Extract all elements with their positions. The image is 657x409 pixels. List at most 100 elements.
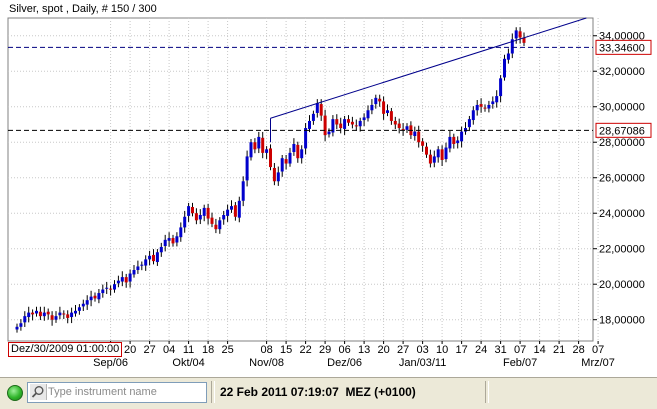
candle-body — [311, 113, 315, 121]
candle-body — [237, 200, 241, 218]
candle-body — [452, 136, 456, 145]
candle-body — [54, 316, 58, 320]
candle-body — [245, 156, 249, 181]
candle-body — [491, 101, 495, 105]
x-tick-label: 27 — [143, 344, 155, 356]
candle-body — [272, 167, 276, 182]
x-period-label: Mrz/07 — [581, 357, 615, 369]
candle-body — [296, 144, 300, 159]
candle-body — [23, 316, 27, 323]
trendline — [270, 17, 587, 119]
x-tick-label: 28 — [572, 344, 584, 356]
candle-body — [124, 277, 128, 283]
y-axis: 18,00000 20,00000 22,00000 24,00000 26,00000… — [593, 31, 645, 327]
candle-body — [113, 284, 116, 290]
candle-body — [140, 264, 144, 266]
candle-body — [210, 217, 214, 224]
candle-body — [327, 131, 331, 135]
search-icon[interactable] — [30, 384, 47, 400]
candle-body — [132, 270, 136, 275]
candle-body — [214, 224, 218, 230]
candlestick-chart[interactable]: 33,34600 28,67086 18,00000 20,00000 22,0000… — [0, 0, 657, 377]
candle-body — [456, 140, 460, 144]
candle-body — [144, 259, 148, 266]
status-bar: 22 Feb 2011 07:19:07 MEZ (+0100) — [0, 377, 657, 409]
cursor-date-label: Dez/30/2009 01:00:00 — [8, 342, 123, 357]
price-marker-box — [595, 122, 652, 138]
candle-body — [304, 128, 308, 149]
candle-body — [194, 213, 198, 221]
candle-body — [206, 207, 210, 219]
x-tick-label: 25 — [221, 344, 233, 356]
candle-body — [58, 312, 62, 316]
candle-body — [401, 128, 405, 130]
candle-body — [425, 146, 428, 155]
x-period-label: Nov/08 — [249, 357, 284, 369]
y-tick-label: 30,00000 — [599, 102, 645, 114]
candle-body — [97, 293, 101, 300]
x-tick-label: 11 — [183, 344, 194, 356]
candle-body — [198, 214, 202, 220]
y-tick-label: 34,00000 — [599, 31, 645, 43]
x-tick-label: 21 — [553, 344, 565, 356]
status-separator — [485, 381, 489, 403]
x-tick-label: 27 — [397, 344, 409, 356]
x-tick-label: 10 — [436, 344, 448, 356]
candle-body — [85, 300, 89, 305]
candle-body — [74, 310, 77, 314]
candle-body — [31, 312, 35, 315]
candle-body — [417, 131, 421, 143]
candle-body — [339, 123, 343, 129]
candle-body — [222, 214, 226, 220]
x-axis: 1320270411182508152229061320270310172431… — [93, 341, 615, 369]
connection-status-icon[interactable] — [7, 385, 23, 401]
candle-body — [471, 110, 475, 121]
candle-body — [249, 142, 253, 158]
instrument-search[interactable] — [27, 382, 207, 403]
price-marker-box — [595, 39, 652, 55]
candle-body — [253, 142, 257, 150]
instrument-search-input[interactable] — [48, 384, 202, 399]
candle-body — [514, 30, 518, 39]
candle-body — [366, 110, 370, 119]
candle-body — [499, 78, 503, 97]
candle-body — [378, 98, 382, 102]
candle-body — [382, 101, 386, 114]
candle-body — [163, 239, 167, 247]
plot-area[interactable] — [7, 17, 594, 342]
candle-body — [167, 238, 171, 241]
candle-body — [183, 216, 187, 228]
candle-body — [19, 323, 23, 327]
x-tick-label: 24 — [475, 344, 487, 356]
candle-body — [483, 107, 487, 109]
candle-body — [354, 125, 358, 127]
x-tick-label: 07 — [514, 344, 526, 356]
candle-body — [38, 311, 42, 317]
candle-body — [15, 326, 19, 330]
x-tick-label: 18 — [202, 344, 214, 356]
x-tick-label: 22 — [299, 344, 311, 356]
candle-body — [284, 159, 288, 164]
status-datetime: 22 Feb 2011 07:19:07 — [220, 385, 339, 399]
candle-body — [77, 307, 81, 311]
candle-body — [506, 53, 510, 60]
candle-body — [386, 110, 389, 113]
x-tick-label: 03 — [416, 344, 428, 356]
price-marker-label: 33,34600 — [599, 42, 645, 54]
x-tick-label: 04 — [163, 344, 175, 356]
candle-body — [467, 119, 471, 128]
x-period-label: Sep/06 — [93, 357, 128, 369]
candle-body — [35, 310, 38, 314]
candle-body — [308, 120, 311, 129]
candle-body — [191, 207, 194, 214]
candle-body — [503, 58, 506, 78]
candle-body — [257, 136, 261, 149]
x-tick-label: 08 — [260, 344, 272, 356]
candle-body — [241, 181, 245, 201]
candle-body — [276, 172, 280, 182]
candle-body — [109, 288, 113, 290]
x-period-label: Dez/06 — [327, 357, 362, 369]
candle-body — [323, 115, 327, 136]
candle-body — [136, 266, 140, 271]
